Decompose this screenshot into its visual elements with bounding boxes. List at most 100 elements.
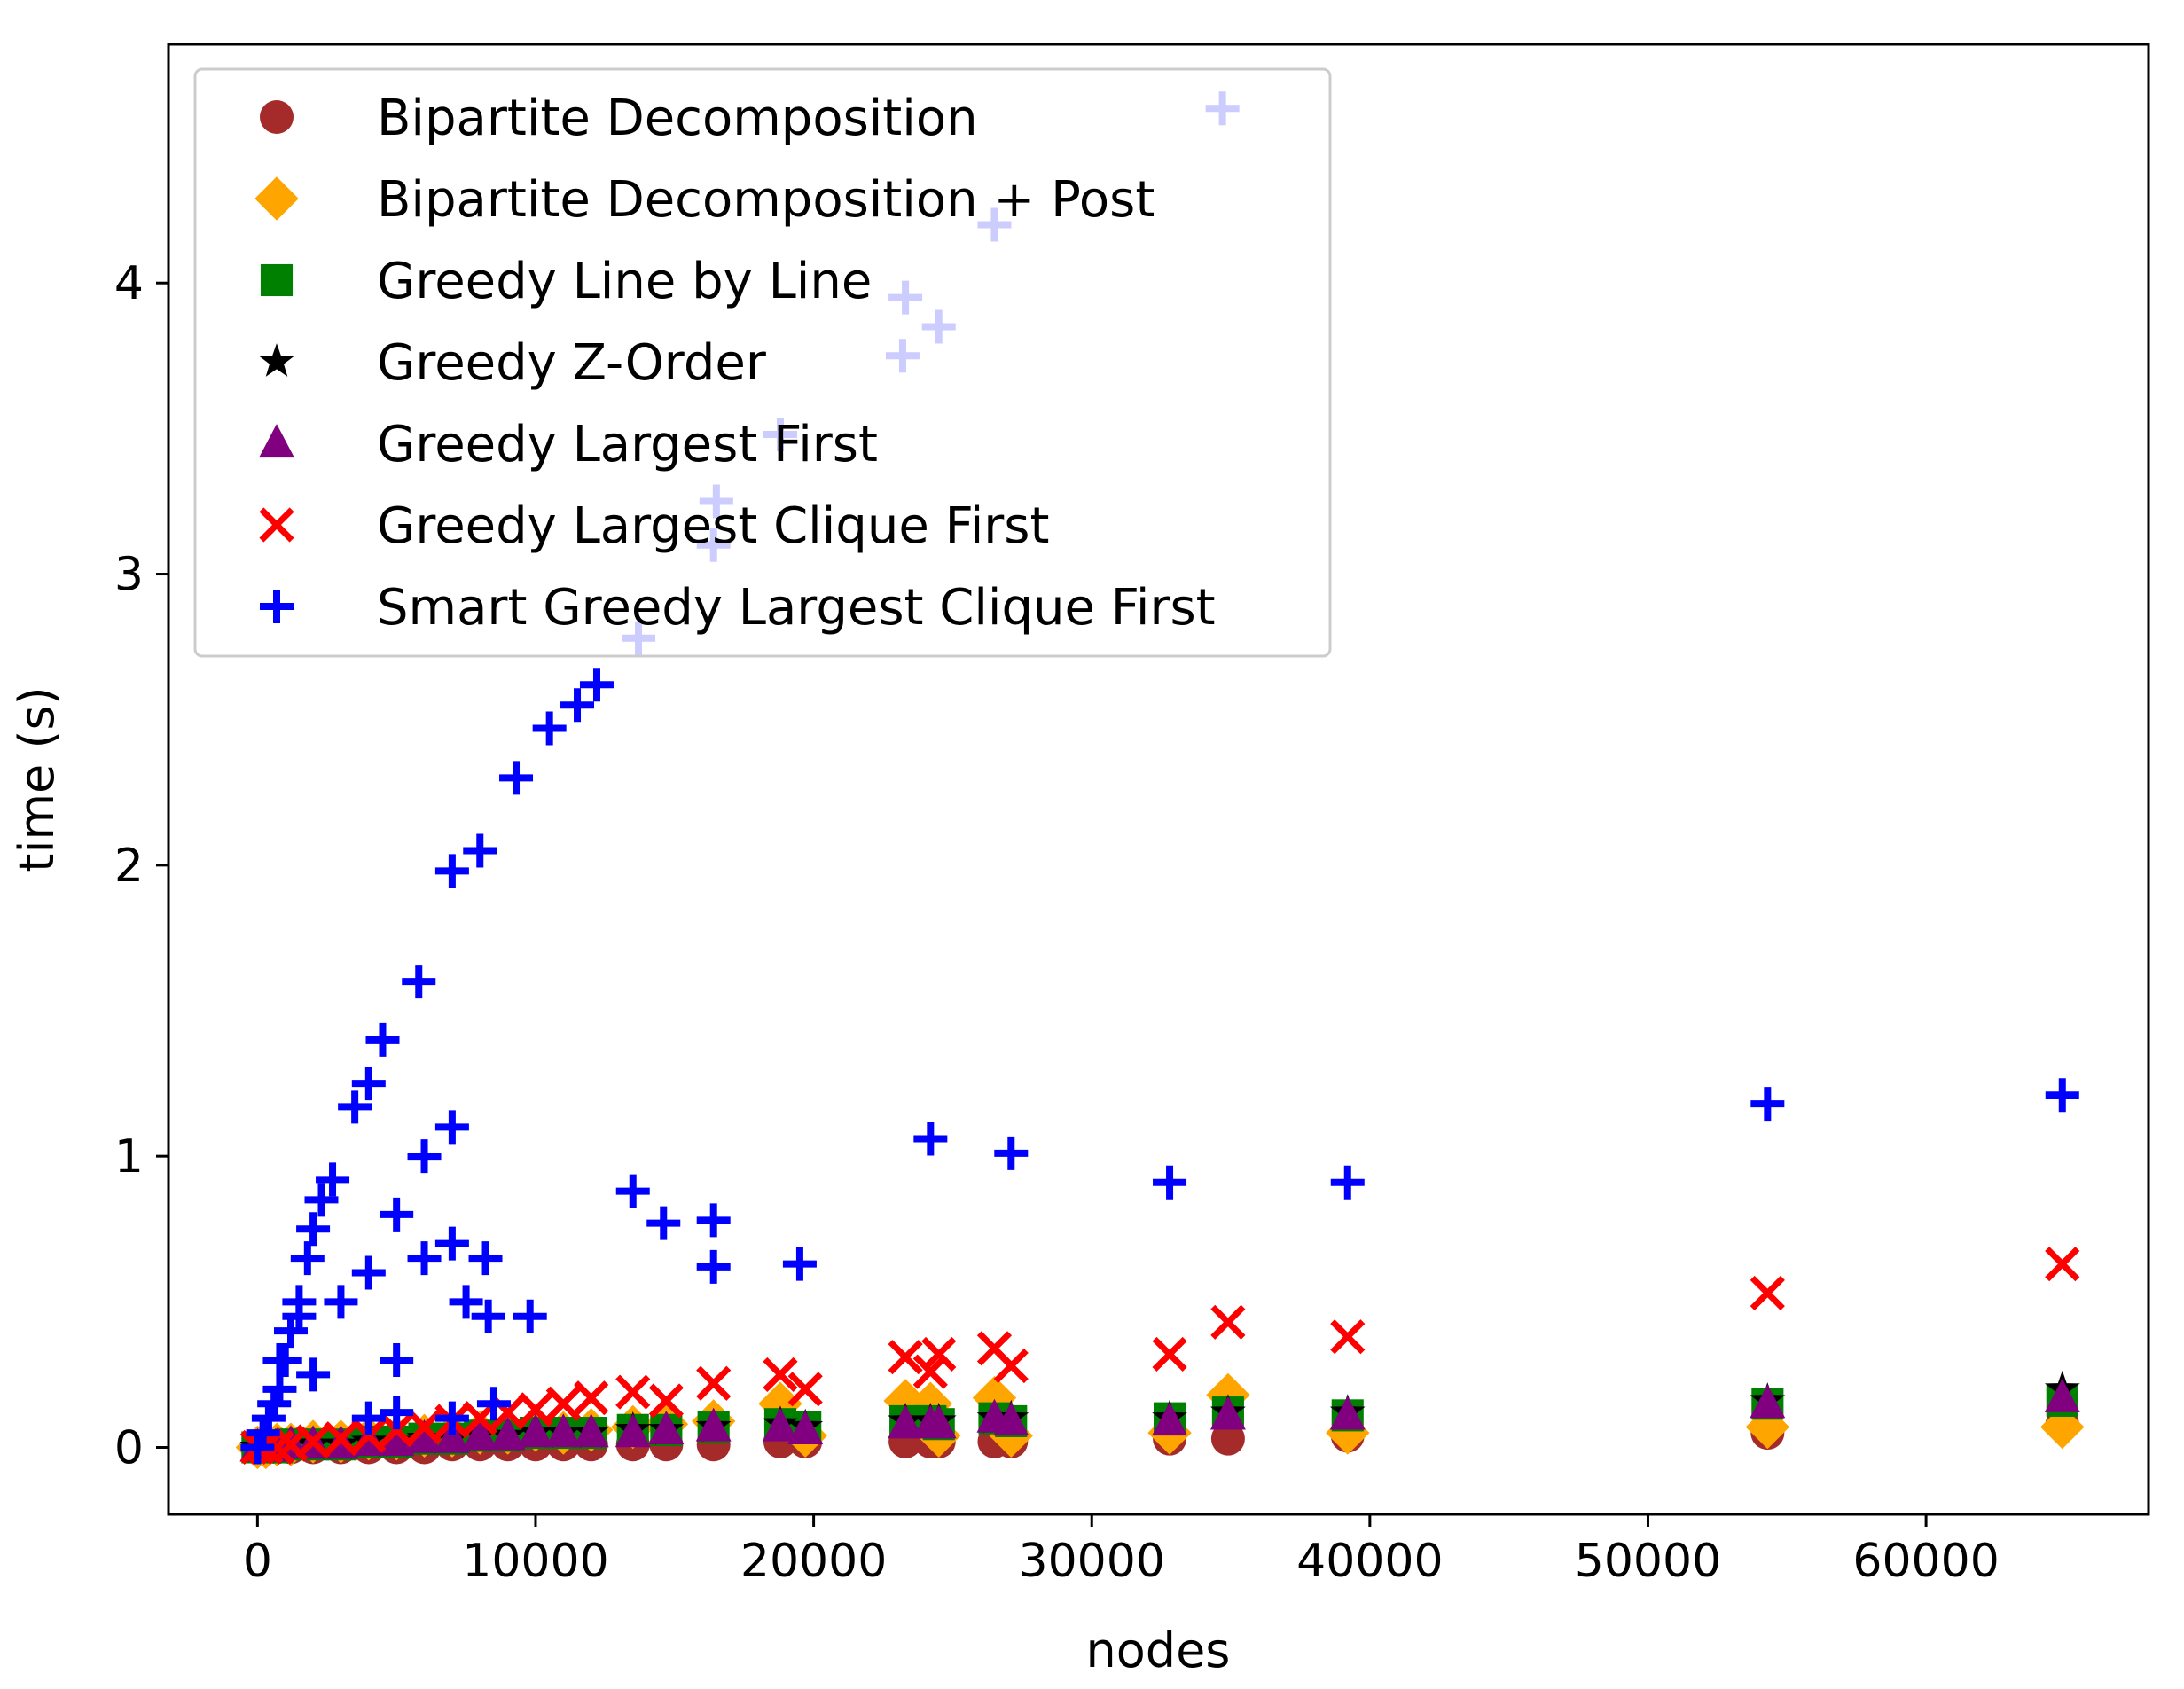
y-axis: 0 1 2 3 4	[114, 257, 168, 1474]
legend-marker	[254, 176, 299, 221]
legend-marker	[260, 100, 294, 134]
y-tick-label: 3	[114, 549, 144, 602]
data-point	[1210, 1421, 1245, 1456]
data-point	[406, 1419, 442, 1453]
data-point	[296, 1357, 331, 1392]
legend-item: Smart Greedy Largest Clique First	[260, 579, 1216, 637]
data-point	[338, 1090, 372, 1124]
legend-marker	[259, 343, 294, 377]
data-point	[380, 1396, 414, 1430]
data-point	[316, 1162, 350, 1197]
data-point	[324, 1285, 358, 1319]
legend-label: Greedy Line by Line	[377, 253, 872, 310]
data-point	[351, 1401, 386, 1435]
data-point	[463, 833, 497, 868]
legend-label: Greedy Largest Clique First	[377, 497, 1049, 555]
data-point	[434, 854, 469, 888]
data-point	[323, 1421, 359, 1457]
legend-item: Greedy Largest Clique First	[259, 497, 1049, 555]
data-point	[1750, 1087, 1785, 1122]
legend-item: Greedy Z-Order	[259, 334, 767, 392]
data-point	[614, 1413, 651, 1448]
data-point	[380, 1197, 414, 1232]
legend-marker	[259, 424, 294, 458]
data-point	[1329, 1396, 1366, 1430]
data-point	[462, 1416, 498, 1451]
y-tick-label: 2	[114, 840, 144, 893]
data-point	[434, 1226, 469, 1261]
data-point	[518, 1392, 553, 1427]
data-point	[2045, 1247, 2080, 1282]
legend-item: Bipartite Decomposition	[260, 90, 978, 147]
data-point	[787, 1372, 823, 1407]
data-point	[379, 1422, 415, 1457]
data-point	[462, 1401, 497, 1436]
data-point	[1210, 1304, 1246, 1340]
data-marks	[235, 91, 2085, 1470]
legend-item: Greedy Largest First	[259, 416, 878, 473]
data-point	[402, 965, 436, 999]
data-point	[648, 1410, 685, 1444]
data-point	[468, 1241, 503, 1276]
data-point	[994, 1136, 1029, 1170]
x-tick-label: 20000	[740, 1535, 887, 1588]
x-tick-label: 50000	[1575, 1535, 1721, 1588]
plot-frame	[167, 43, 2150, 1516]
y-axis-title: time (s)	[9, 686, 65, 872]
legend-marker	[259, 507, 294, 543]
data-point	[282, 1299, 317, 1333]
data-point	[434, 1401, 469, 1435]
data-point	[913, 1122, 948, 1156]
data-point	[615, 1374, 651, 1410]
data-point	[407, 1241, 442, 1276]
data-point	[449, 1285, 483, 1319]
data-point	[1750, 1384, 1786, 1419]
data-point	[579, 668, 614, 702]
data-point	[646, 1206, 681, 1240]
data-point	[1745, 1404, 1790, 1450]
x-tick-label: 30000	[1019, 1535, 1165, 1588]
x-tick-label: 0	[243, 1535, 272, 1588]
x-axis-title: nodes	[1086, 1623, 1231, 1678]
data-point	[763, 1357, 798, 1392]
marks-group	[235, 91, 2085, 1470]
data-point	[295, 1424, 331, 1459]
legend-marker	[260, 263, 294, 297]
data-point	[379, 1412, 414, 1448]
data-point	[1330, 1319, 1366, 1355]
data-point	[782, 1247, 817, 1281]
data-point	[2044, 1378, 2080, 1412]
data-point	[545, 1413, 582, 1448]
data-point	[1330, 1165, 1365, 1200]
x-tick-label: 60000	[1852, 1535, 1999, 1588]
data-point	[920, 1404, 957, 1439]
data-point	[2045, 1078, 2079, 1113]
data-point	[351, 1255, 386, 1290]
data-point	[1209, 1396, 1246, 1430]
legend-label: Greedy Largest First	[377, 416, 878, 473]
data-point	[406, 1409, 442, 1445]
series-6	[239, 1247, 2080, 1466]
legend-label: Greedy Z-Order	[377, 334, 767, 392]
x-axis: 0 10000 20000 30000 40000 50000 60000	[243, 1514, 2000, 1588]
data-point	[351, 1067, 386, 1101]
legend-box	[193, 67, 1332, 658]
data-point	[993, 1402, 1029, 1436]
legend-label: Bipartite Decomposition + Post	[377, 171, 1155, 229]
data-point	[574, 1380, 609, 1416]
data-point	[972, 1375, 1017, 1420]
data-point	[787, 1410, 824, 1444]
data-point	[695, 1407, 732, 1442]
data-point	[489, 1416, 526, 1451]
data-point	[434, 1419, 470, 1453]
x-tick-label: 10000	[462, 1535, 608, 1588]
data-point	[1153, 1165, 1187, 1200]
data-point	[380, 1342, 414, 1377]
data-point	[763, 1407, 798, 1442]
y-tick-label: 0	[114, 1421, 144, 1474]
data-point	[365, 1022, 400, 1057]
data-point	[888, 1404, 924, 1439]
data-point	[304, 1183, 339, 1217]
legend-label: Bipartite Decomposition	[377, 90, 978, 147]
